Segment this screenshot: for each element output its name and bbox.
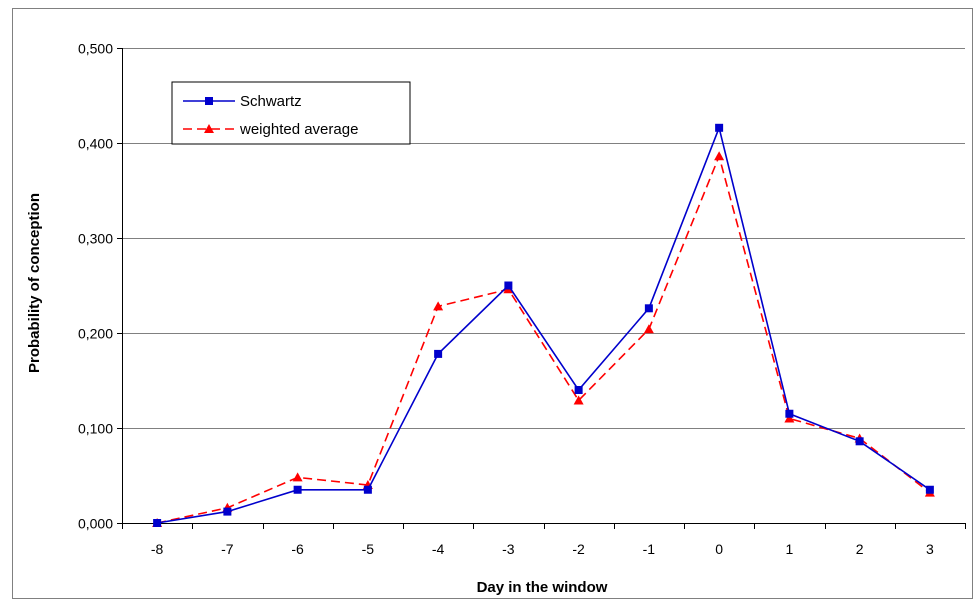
x-tick-label: 2 <box>856 541 864 557</box>
data-point-schwartz <box>293 485 302 494</box>
chart-frame <box>12 8 973 599</box>
y-tick-label: 0,000 <box>78 516 113 532</box>
data-point-schwartz <box>153 519 162 527</box>
x-tick-label: -6 <box>291 541 304 557</box>
series-line-weighted-average <box>156 153 931 524</box>
data-point-weighted-average <box>433 301 444 311</box>
data-point-schwartz <box>434 349 443 358</box>
x-axis-title: Day in the window <box>477 579 608 596</box>
axes <box>122 48 965 524</box>
data-point-weighted-average <box>643 324 654 334</box>
y-axis-ticks: 0,000 0,100 0,200 0,300 0,400 0,500 <box>78 41 122 532</box>
x-tick-label: 0 <box>715 541 723 557</box>
x-tick-label: -3 <box>502 541 515 557</box>
data-point-schwartz <box>223 507 232 516</box>
legend: Schwartz weighted average <box>171 81 411 145</box>
x-axis-ticks: -8 -7 -6 -5 -4 -3 -2 -1 0 1 2 3 <box>122 523 966 557</box>
data-point-schwartz <box>785 409 794 418</box>
data-point-schwartz <box>715 123 724 132</box>
data-point-weighted-average <box>573 395 584 405</box>
data-point-schwartz <box>855 437 864 446</box>
data-point-weighted-average <box>784 413 795 423</box>
y-tick-label: 0,500 <box>78 41 113 57</box>
legend-marker-schwartz <box>205 97 213 105</box>
x-tick-label: -8 <box>151 541 164 557</box>
data-point-schwartz <box>644 304 653 313</box>
series-line-schwartz <box>156 125 931 524</box>
x-tick-label: -1 <box>643 541 656 557</box>
x-tick-label: -2 <box>572 541 585 557</box>
y-tick-label: 0,100 <box>78 421 113 437</box>
x-tick-label: -4 <box>432 541 445 557</box>
data-point-schwartz <box>925 485 934 494</box>
legend-box <box>171 81 411 145</box>
legend-label-weighted-average: weighted average <box>239 121 358 138</box>
x-tick-label: 1 <box>785 541 793 557</box>
data-point-schwartz <box>574 386 583 394</box>
y-tick-label: 0,400 <box>78 136 113 152</box>
x-tick-label: 3 <box>926 541 934 557</box>
data-point-weighted-average <box>714 151 725 161</box>
series-schwartz <box>153 123 934 527</box>
data-point-schwartz <box>504 281 513 290</box>
legend-label-schwartz: Schwartz <box>240 93 302 110</box>
legend-marker-weighted-average <box>204 124 214 133</box>
data-point-weighted-average <box>292 472 303 482</box>
data-point-schwartz <box>363 485 372 494</box>
data-series <box>152 123 935 527</box>
y-tick-label: 0,200 <box>78 326 113 342</box>
x-tick-label: -7 <box>221 541 234 557</box>
y-tick-label: 0,300 <box>78 231 113 247</box>
x-tick-label: -5 <box>362 541 375 557</box>
y-axis-title: Probability of conception <box>26 193 43 373</box>
